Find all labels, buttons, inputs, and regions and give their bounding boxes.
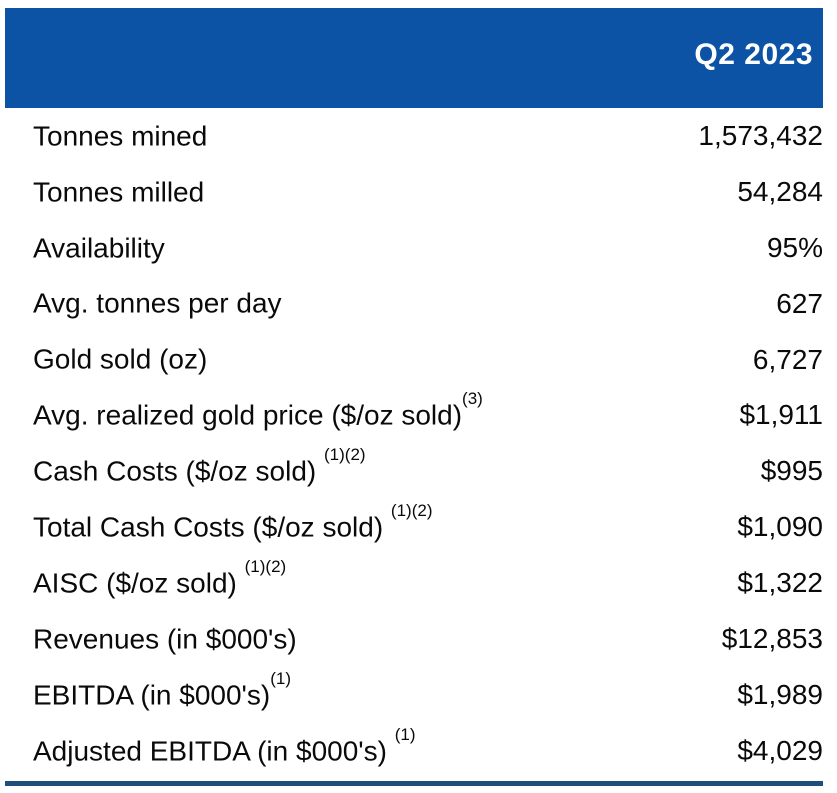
- table-row: EBITDA (in $000's)(1) $1,989: [5, 667, 823, 723]
- metric-value: $1,989: [737, 678, 823, 710]
- footnote-marker: (3): [462, 389, 483, 409]
- table-bottom-border: [5, 780, 823, 786]
- metric-label-group: Avg. tonnes per day: [33, 287, 282, 319]
- metric-label: Total Cash Costs ($/oz sold): [33, 511, 391, 543]
- column-header-label: Q2 2023: [694, 38, 813, 71]
- metric-label-group: Gold sold (oz): [33, 343, 207, 375]
- footnote-marker: (1)(2): [324, 445, 366, 465]
- table-row: Avg. realized gold price ($/oz sold)(3) …: [5, 387, 823, 443]
- metric-label-group: Tonnes mined: [33, 120, 207, 152]
- table-header: Q2 2023: [5, 8, 823, 108]
- metric-label: AISC ($/oz sold): [33, 567, 245, 599]
- metric-label: Avg. realized gold price ($/oz sold): [33, 399, 463, 431]
- metric-label: Adjusted EBITDA (in $000's): [33, 734, 395, 766]
- footnote-marker: (1): [270, 668, 292, 688]
- table-row: Tonnes milled 54,284: [5, 164, 823, 220]
- metric-value: $12,853: [721, 622, 823, 654]
- metric-label: Availability: [33, 231, 165, 263]
- footnote-marker: (1)(2): [390, 501, 433, 521]
- metric-label-group: Revenues (in $000's): [33, 623, 297, 655]
- metric-label-group: Total Cash Costs ($/oz sold) (1)(2): [33, 501, 432, 543]
- metric-value: 1,573,432: [698, 119, 823, 151]
- metric-value: $4,029: [737, 734, 823, 766]
- table-rows: Tonnes mined 1,573,432 Tonnes milled 54,…: [5, 108, 823, 779]
- metric-label: Tonnes milled: [33, 176, 205, 207]
- metric-label: EBITDA (in $000's): [33, 679, 271, 711]
- production-stats-table: Q2 2023 Tonnes mined 1,573,432 Tonnes mi…: [5, 8, 823, 786]
- metric-value: $1,322: [737, 567, 823, 599]
- metric-label: Tonnes mined: [33, 120, 208, 152]
- metric-value: $995: [760, 455, 823, 487]
- metric-label: Cash Costs ($/oz sold): [33, 455, 324, 487]
- metric-label: Avg. tonnes per day: [33, 287, 282, 319]
- metric-label-group: Availability: [33, 232, 165, 264]
- metric-label: Revenues (in $000's): [33, 623, 297, 655]
- metric-label-group: Adjusted EBITDA (in $000's) (1): [33, 725, 416, 767]
- table-row: Gold sold (oz) 6,727: [5, 332, 823, 388]
- table-row: Tonnes mined 1,573,432: [5, 108, 823, 164]
- footnote-marker: (1)(2): [244, 556, 287, 576]
- metric-label-group: Tonnes milled: [33, 176, 204, 208]
- metric-label-group: Cash Costs ($/oz sold) (1)(2): [33, 445, 366, 487]
- metric-value: $1,090: [737, 511, 823, 543]
- table-row: Avg. tonnes per day 627: [5, 276, 823, 332]
- metric-value: 54,284: [737, 175, 823, 207]
- metric-value: $1,911: [739, 399, 823, 431]
- metric-value: 627: [776, 287, 823, 319]
- footnote-marker: (1): [394, 724, 416, 744]
- metric-value: 6,727: [752, 343, 823, 375]
- table-row: Availability 95%: [5, 220, 823, 276]
- metric-label: Gold sold (oz): [33, 343, 208, 375]
- metric-label-group: AISC ($/oz sold) (1)(2): [33, 557, 286, 599]
- table-row: Total Cash Costs ($/oz sold) (1)(2) $1,0…: [5, 499, 823, 555]
- table-row: AISC ($/oz sold) (1)(2) $1,322: [5, 555, 823, 611]
- table-row: Revenues (in $000's) $12,853: [5, 611, 823, 667]
- metric-label-group: EBITDA (in $000's)(1): [33, 669, 291, 711]
- table-row: Adjusted EBITDA (in $000's) (1) $4,029: [5, 723, 823, 779]
- table-row: Cash Costs ($/oz sold) (1)(2) $995: [5, 443, 823, 499]
- metric-value: 95%: [766, 231, 823, 263]
- metric-label-group: Avg. realized gold price ($/oz sold)(3): [33, 389, 483, 431]
